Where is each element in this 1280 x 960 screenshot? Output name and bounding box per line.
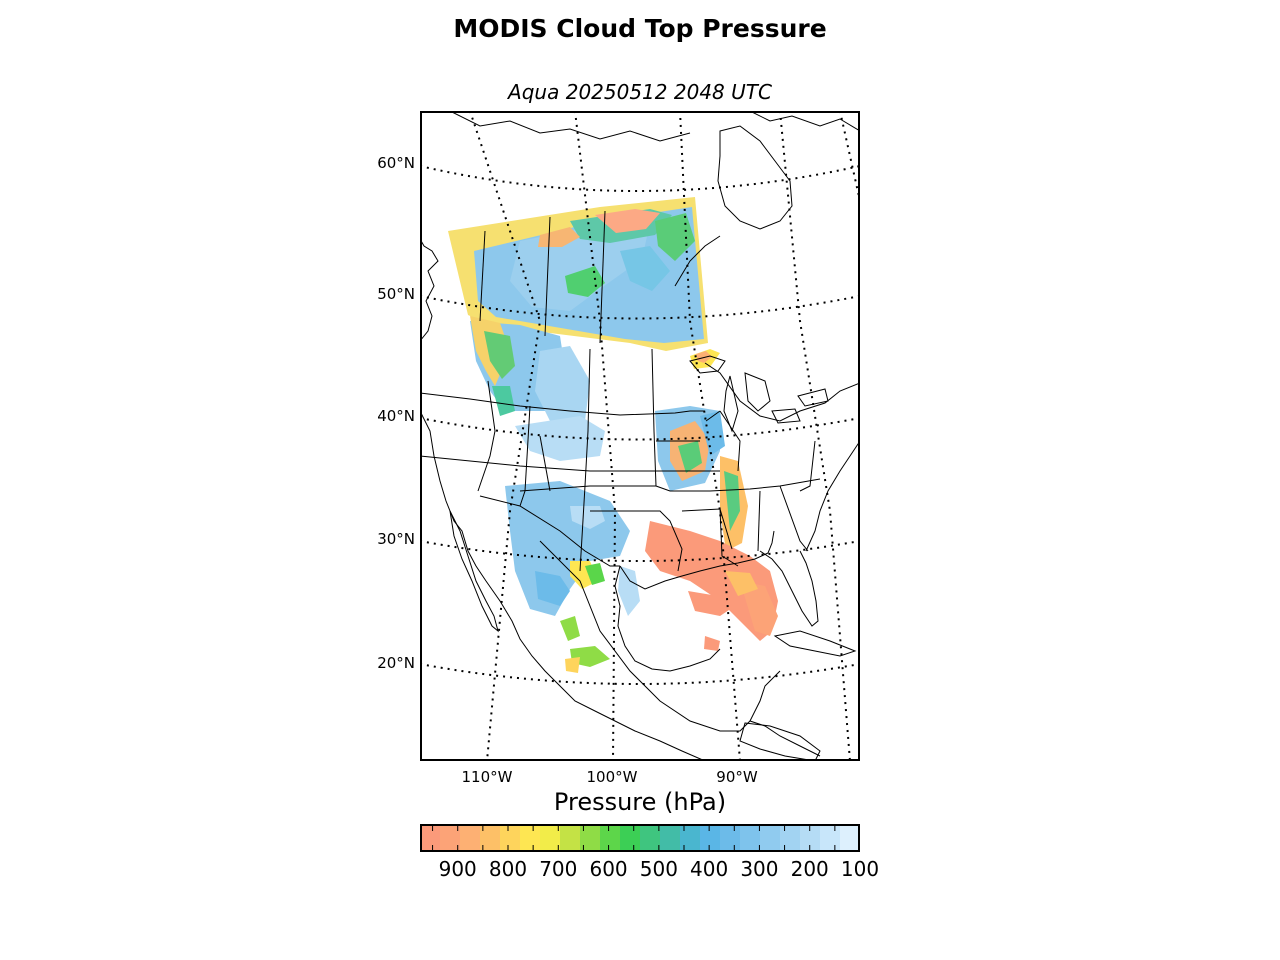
colorbar-segment — [780, 824, 801, 852]
colorbar-tick-700: 700 — [539, 857, 578, 881]
colorbar-segment — [840, 824, 860, 852]
colorbar-segment — [660, 824, 681, 852]
cloud-swath-southwest — [505, 481, 640, 673]
colorbar-segment — [460, 824, 481, 852]
colorbar-label: Pressure (hPa) — [553, 788, 727, 816]
lon-label-110w: 110°W — [461, 768, 513, 786]
lat-label-20: 20°N — [377, 654, 415, 672]
lat-label-30: 30°N — [377, 530, 415, 548]
colorbar-segment — [700, 824, 721, 852]
colorbar-tick-900: 900 — [438, 857, 477, 881]
colorbar-segment — [800, 824, 821, 852]
lat-label-50: 50°N — [377, 285, 415, 303]
figure-subtitle: Aqua 20250512 2048 UTC — [508, 80, 772, 104]
colorbar-segment — [620, 824, 641, 852]
colorbar-segment — [600, 824, 621, 852]
colorbar-segment — [480, 824, 501, 852]
colorbar-segment — [420, 824, 441, 852]
cloud-top-pressure-map — [420, 111, 860, 761]
colorbar-segment — [540, 824, 561, 852]
colorbar-tick-200: 200 — [790, 857, 829, 881]
coastline-and-borders — [420, 111, 860, 761]
cloud-swath-midwest — [655, 406, 748, 551]
colorbar-tick-300: 300 — [740, 857, 779, 881]
colorbar-segment — [640, 824, 661, 852]
colorbar-tick-100: 100 — [840, 857, 880, 881]
lat-label-40: 40°N — [377, 407, 415, 425]
colorbar — [420, 824, 860, 852]
colorbar-segment — [500, 824, 521, 852]
cloud-swath-west — [470, 316, 605, 461]
lat-label-60: 60°N — [377, 154, 415, 172]
colorbar-segment — [720, 824, 741, 852]
lon-label-100w: 100°W — [586, 768, 638, 786]
colorbar-segment — [740, 824, 761, 852]
colorbar-tick-600: 600 — [589, 857, 628, 881]
map-border — [420, 111, 860, 761]
lon-label-90w: 90°W — [716, 768, 758, 786]
colorbar-tick-500: 500 — [639, 857, 678, 881]
graticule — [420, 111, 860, 761]
colorbar-tick-800: 800 — [488, 857, 528, 881]
figure-title: MODIS Cloud Top Pressure — [453, 14, 827, 43]
colorbar-segment — [580, 824, 601, 852]
colorbar-segment — [560, 824, 581, 852]
colorbar-segment — [820, 824, 841, 852]
colorbar-segment — [520, 824, 541, 852]
cloud-swath-north — [448, 197, 708, 351]
colorbar-segment — [680, 824, 701, 852]
colorbar-tick-400: 400 — [690, 857, 729, 881]
cloud-swath-gulf — [645, 521, 778, 651]
colorbar-segment — [760, 824, 781, 852]
colorbar-segment — [440, 824, 461, 852]
